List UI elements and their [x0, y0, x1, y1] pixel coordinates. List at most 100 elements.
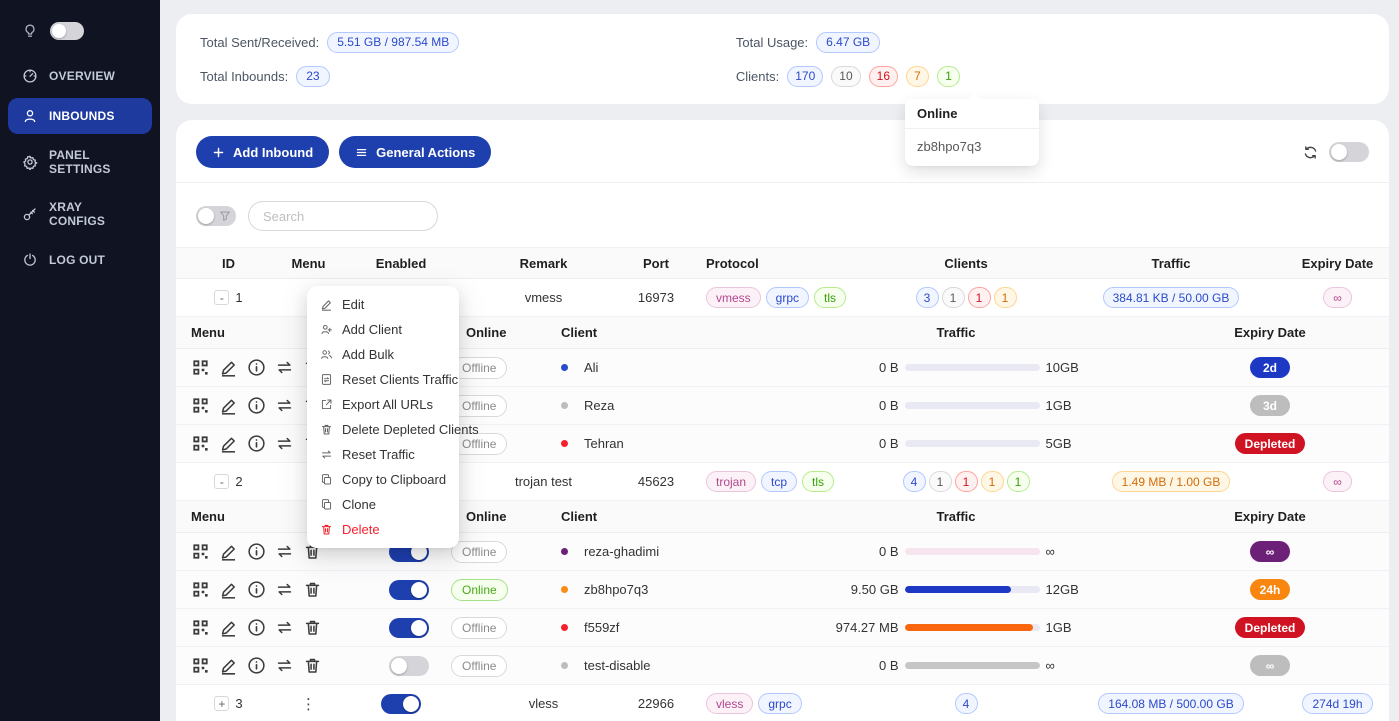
- menu-item-delete[interactable]: Delete: [307, 517, 459, 542]
- protocol-tag: grpc: [765, 287, 810, 308]
- protocol-tag: tcp: [761, 471, 798, 492]
- qr-code-icon[interactable]: [191, 358, 210, 377]
- clients-count-online[interactable]: 1: [937, 65, 960, 87]
- refresh-icon[interactable]: [1302, 144, 1319, 161]
- reset-traffic-icon[interactable]: [275, 656, 294, 675]
- menu-item-delete-depleted-clients[interactable]: Delete Depleted Clients: [307, 417, 479, 442]
- expiry-tag: ∞: [1323, 471, 1352, 492]
- client-name: zb8hpo7q3: [584, 582, 649, 597]
- total-inbounds-label: Total Inbounds:: [200, 68, 289, 84]
- qr-code-icon[interactable]: [191, 396, 210, 415]
- sidebar-item-xray-configs[interactable]: XRAY CONFIGS: [8, 190, 152, 238]
- reset-traffic-icon[interactable]: [275, 542, 294, 561]
- reset-traffic-icon[interactable]: [275, 434, 294, 453]
- row-menu-button[interactable]: ⋮: [301, 694, 316, 713]
- menu-item-add-bulk[interactable]: Add Bulk: [307, 342, 459, 367]
- inbound-id: 2: [235, 474, 243, 489]
- qr-code-icon[interactable]: [191, 618, 210, 637]
- export-urls-icon: [320, 398, 333, 411]
- reset-traffic-icon[interactable]: [275, 396, 294, 415]
- menu-item-export-all-urls[interactable]: Export All URLs: [307, 392, 459, 417]
- info-icon[interactable]: [247, 656, 266, 675]
- info-icon[interactable]: [247, 580, 266, 599]
- menu-item-add-client[interactable]: Add Client: [307, 317, 459, 342]
- client-enabled-toggle[interactable]: [388, 655, 429, 676]
- search-input[interactable]: [248, 201, 438, 231]
- edit-icon[interactable]: [219, 580, 238, 599]
- qr-code-icon[interactable]: [191, 434, 210, 453]
- client-count-tag: 1: [993, 287, 1017, 308]
- menu-item-reset-traffic[interactable]: Reset Traffic: [307, 442, 459, 467]
- menu-item-copy-to-clipboard[interactable]: Copy to Clipboard: [307, 467, 459, 492]
- qr-code-icon[interactable]: [191, 580, 210, 599]
- sidebar-item-panel-settings[interactable]: PANEL SETTINGS: [8, 138, 152, 186]
- delete-depleted-icon: [320, 423, 333, 436]
- sidebar-item-label: LOG OUT: [49, 253, 106, 267]
- reset-traffic-icon[interactable]: [275, 358, 294, 377]
- edit-icon[interactable]: [219, 542, 238, 561]
- qr-code-icon[interactable]: [191, 542, 210, 561]
- menu-item-reset-clients-traffic[interactable]: Reset Clients Traffic: [307, 367, 459, 392]
- client-count-tag: 1: [980, 471, 1004, 492]
- expand-toggle[interactable]: +: [214, 696, 230, 711]
- gauge-icon: [22, 68, 38, 84]
- edit-icon[interactable]: [219, 656, 238, 675]
- traffic-used: 974.27 MB: [835, 620, 899, 635]
- edit-icon[interactable]: [219, 434, 238, 453]
- info-icon[interactable]: [247, 396, 266, 415]
- client-count-tag: 1: [967, 287, 991, 308]
- sidebar-item-label: INBOUNDS: [49, 109, 115, 123]
- client-enabled-toggle[interactable]: [388, 617, 429, 638]
- menu-item-clone[interactable]: Clone: [307, 492, 459, 517]
- traffic-used: 0 B: [878, 544, 899, 559]
- enabled-toggle[interactable]: [381, 693, 421, 714]
- auto-refresh-toggle[interactable]: [1329, 142, 1369, 162]
- info-icon[interactable]: [247, 542, 266, 561]
- theme-toggle[interactable]: [50, 22, 84, 40]
- general-actions-button[interactable]: General Actions: [339, 136, 492, 168]
- collapse-toggle[interactable]: -: [214, 290, 230, 305]
- filter-toggle[interactable]: [196, 206, 236, 226]
- reset-traffic-icon[interactable]: [275, 580, 294, 599]
- client-count-tag: 1: [928, 471, 952, 492]
- traffic-limit: 1GB: [1045, 398, 1072, 413]
- traffic-limit: 12GB: [1045, 582, 1079, 597]
- online-status-badge: Offline: [451, 616, 508, 639]
- sidebar-item-log-out[interactable]: LOG OUT: [8, 242, 152, 278]
- traffic-progress-bar: [904, 548, 1040, 555]
- info-icon[interactable]: [247, 358, 266, 377]
- expiry-badge: 2d: [1250, 357, 1290, 378]
- edit-icon[interactable]: [219, 358, 238, 377]
- client-name: Tehran: [584, 436, 624, 451]
- qr-code-icon[interactable]: [191, 656, 210, 675]
- inbound-port: 16973: [637, 290, 675, 305]
- client-name: f559zf: [584, 620, 620, 635]
- collapse-toggle[interactable]: -: [214, 474, 230, 489]
- delete-icon[interactable]: [303, 656, 322, 675]
- client-name: Ali: [584, 360, 599, 375]
- edit-icon[interactable]: [219, 396, 238, 415]
- client-color-dot: [561, 586, 568, 593]
- info-icon[interactable]: [247, 434, 266, 453]
- traffic-tag: 1.49 MB / 1.00 GB: [1111, 471, 1231, 492]
- delete-icon[interactable]: [303, 580, 322, 599]
- info-icon[interactable]: [247, 618, 266, 637]
- traffic-progress-bar: [904, 364, 1040, 371]
- client-enabled-toggle[interactable]: [388, 579, 429, 600]
- client-color-dot: [561, 624, 568, 631]
- sidebar-item-label: XRAY CONFIGS: [49, 200, 106, 228]
- sidebar-item-overview[interactable]: OVERVIEW: [8, 58, 152, 94]
- clients-label: Clients:: [735, 68, 780, 84]
- traffic-limit: ∞: [1045, 658, 1055, 673]
- sidebar-item-inbounds[interactable]: INBOUNDS: [8, 98, 152, 134]
- edit-icon[interactable]: [219, 618, 238, 637]
- traffic-limit: 10GB: [1045, 360, 1079, 375]
- client-count-tag: 1: [1006, 471, 1030, 492]
- client-row-f559zf: Offline f559zf 974.27 MB 1GB Depleted: [176, 609, 1389, 647]
- clients-count-default: 10: [831, 65, 861, 87]
- menu-item-edit[interactable]: Edit: [307, 292, 459, 317]
- add-inbound-button[interactable]: Add Inbound: [196, 136, 330, 168]
- delete-icon[interactable]: [303, 618, 322, 637]
- reset-traffic-icon[interactable]: [275, 618, 294, 637]
